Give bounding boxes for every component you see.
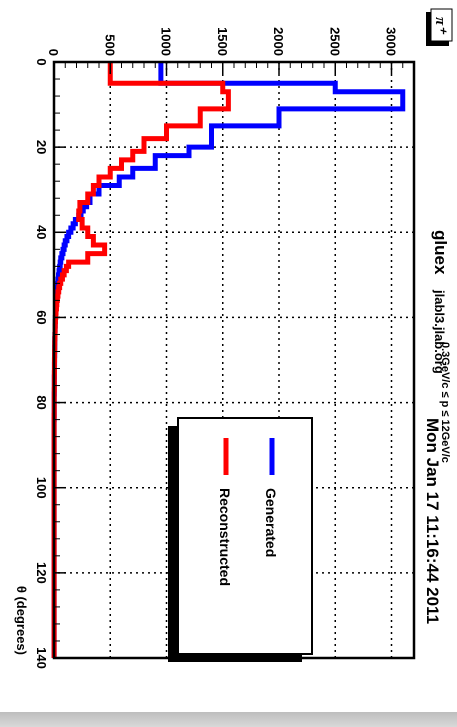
particle-label: π⁺ [432, 17, 448, 35]
legend-label-reconstructed: Reconstructed [217, 488, 233, 586]
x-tick-label: 140 [34, 647, 49, 669]
date-stamp: Mon Jan 17 11:16:44 2011 [423, 418, 442, 624]
momentum-range-label: 0.3GeV/c ≤ p ≤ 12GeV/c [439, 342, 451, 463]
x-tick-label: 0 [34, 58, 49, 65]
legend: Generated Reconstructed [168, 417, 313, 662]
y-axis-tick-labels: 0 500 1000 1500 2000 2500 3000 [46, 27, 399, 56]
y-tick-label: 3000 [384, 27, 399, 56]
y-tick-label: 1000 [159, 27, 174, 56]
y-tick-label: 0 [46, 49, 61, 56]
x-tick-label: 120 [34, 562, 49, 584]
x-axis-ticks [54, 61, 66, 659]
y-tick-label: 2500 [327, 27, 342, 56]
y-tick-label: 2000 [271, 27, 286, 56]
x-tick-label: 40 [34, 225, 49, 239]
experiment-label: gluex [431, 230, 450, 275]
x-tick-label: 100 [34, 477, 49, 499]
y-axis-ticks [53, 62, 415, 74]
x-axis-label: θ (degrees) [14, 586, 29, 655]
canvas-background [0, 0, 457, 712]
particle-label-box: π⁺ [426, 8, 453, 46]
window-bottom-bar [0, 712, 457, 727]
y-tick-label: 500 [102, 34, 117, 56]
x-tick-label: 60 [34, 310, 49, 324]
x-tick-label: 20 [34, 140, 49, 154]
host-label: jlabl3.jlab.org [432, 289, 447, 374]
x-axis-tick-labels: 0 20 40 60 80 100 120 140 [34, 58, 49, 668]
histogram-canvas: 0 20 40 60 80 100 120 140 0 500 1000 1500 2000 2500 3… [0, 0, 457, 712]
legend-label-generated: Generated [263, 488, 279, 557]
x-tick-label: 80 [34, 395, 49, 409]
y-tick-label: 1500 [215, 27, 230, 56]
